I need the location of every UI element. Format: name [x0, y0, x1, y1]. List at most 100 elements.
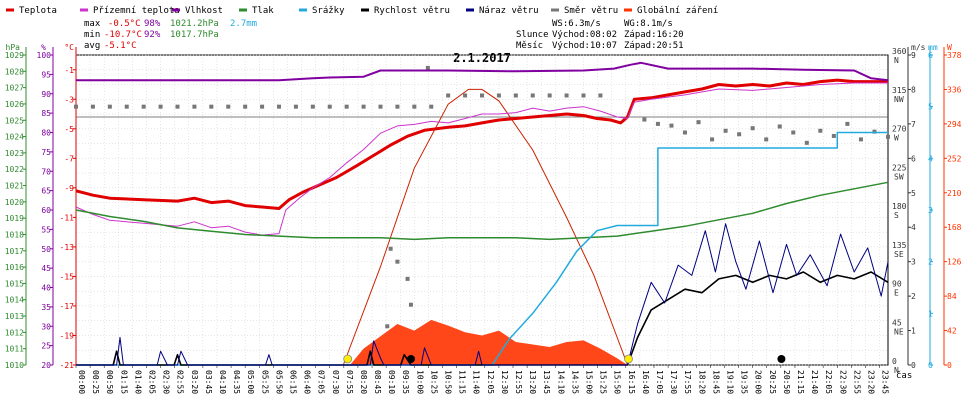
humidity-tick-label: 35	[41, 303, 51, 312]
x-tick-label: 07:05	[317, 370, 326, 394]
x-tick-label: 09:10	[387, 370, 396, 394]
direction-point	[872, 129, 877, 134]
x-tick-label: 13:45	[542, 370, 551, 394]
temperature-tick-label: -17	[60, 302, 75, 311]
pressure-tick-label: 1021	[5, 182, 24, 191]
direction-point	[831, 133, 836, 138]
radiation-tick-label: 84	[947, 292, 957, 301]
temperature-tick-label: -9	[64, 184, 74, 193]
x-tick-label: 11:40	[472, 370, 481, 394]
x-tick-label: 08:20	[359, 370, 368, 394]
legend-label: Směr větru	[564, 6, 618, 16]
direction-compass-label: E	[894, 289, 899, 298]
direction-point	[547, 93, 552, 98]
x-tick-label: 18:20	[697, 370, 706, 394]
legend-label: Teplota	[19, 6, 57, 16]
rain-tick-label: 1	[928, 309, 933, 318]
pressure-tick-label: 1018	[5, 230, 24, 239]
pressure-tick-label: 1027	[5, 84, 24, 93]
direction-point	[141, 104, 146, 109]
stat-ws: WS:6.3m/s	[552, 19, 601, 29]
radiation-curve	[342, 88, 628, 366]
x-tick-label: 05:00	[246, 370, 255, 394]
pressure-tick-label: 1025	[5, 116, 24, 125]
direction-point	[385, 324, 390, 329]
wind-tick-label: 1	[911, 327, 916, 336]
direction-point	[564, 93, 569, 98]
x-tick-label: 12:30	[500, 370, 509, 394]
x-tick-label: 04:10	[218, 370, 227, 394]
direction-point	[480, 93, 484, 98]
rain-unit-label: mm	[928, 43, 938, 52]
direction-point	[107, 104, 112, 109]
wind-tick-label: 4	[911, 223, 916, 232]
wind-tick-label: 6	[911, 154, 916, 163]
x-tick-label: 03:45	[204, 370, 213, 394]
x-tick-label: 14:10	[556, 370, 565, 394]
legend-label: Rychlost větru	[374, 6, 450, 16]
stat-min-temp: -10.7°C	[104, 30, 142, 40]
x-tick-label: 10:25	[429, 370, 438, 394]
direction-tick-label: 360	[892, 47, 907, 56]
series-line	[75, 78, 888, 210]
humidity-tick-label: 25	[41, 342, 51, 351]
direction-point	[310, 104, 315, 109]
x-tick-label: 01:15	[119, 370, 128, 394]
x-tick-label: 15:00	[585, 370, 594, 394]
x-tick-label: 00:00	[77, 370, 86, 394]
direction-point	[683, 130, 687, 135]
x-tick-label: 17:05	[655, 370, 664, 394]
sunset-marker	[624, 354, 633, 364]
pressure-tick-label: 1016	[5, 263, 24, 272]
legend-label: Náraz větru	[479, 6, 539, 16]
stat-moonrise: Východ:10:07	[552, 41, 617, 51]
direction-point	[395, 259, 400, 264]
pressure-tick-label: 1023	[5, 149, 24, 158]
x-tick-label: 05:50	[274, 370, 283, 394]
humidity-tick-label: 70	[41, 167, 51, 176]
temperature-tick-label: -1	[64, 66, 74, 75]
direction-point	[192, 104, 197, 109]
x-tick-label: 17:55	[683, 370, 692, 394]
direction-point	[124, 104, 129, 109]
direction-point	[408, 302, 413, 307]
plot-area	[74, 61, 890, 366]
pressure-tick-label: 1020	[5, 198, 24, 207]
wind-tick-label: 3	[911, 258, 916, 267]
x-tick-label: 12:55	[514, 370, 523, 394]
temperature-tick-label: -21	[60, 361, 75, 370]
x-tick-label: 19:10	[725, 370, 734, 394]
direction-point	[655, 121, 660, 126]
stat-sunset: Západ:16:20	[624, 30, 684, 40]
direction-point	[513, 93, 518, 98]
stat-min-hum: 92%	[144, 30, 161, 40]
direction-point	[388, 246, 393, 251]
stat-max-label: max	[84, 19, 101, 29]
x-tick-label: 16:15	[627, 370, 636, 394]
direction-point	[818, 128, 823, 133]
temperature-tick-label: -11	[60, 213, 75, 222]
stat-sunrise: Východ:08:02	[552, 30, 617, 40]
rain-tick-label: 3	[928, 206, 933, 215]
direction-tick-label: 45	[892, 318, 902, 327]
direction-point	[425, 65, 430, 70]
stats-block: max -0.5°C 98% 1021.2hPa 2.7mm min -10.7…	[84, 19, 684, 51]
direction-point	[845, 121, 850, 126]
direction-point	[598, 93, 603, 98]
x-tick-label: 06:15	[288, 370, 297, 394]
stat-max-press: 1021.2hPa	[170, 19, 219, 29]
humidity-tick-label: 45	[41, 264, 51, 273]
direction-point	[429, 104, 434, 109]
pressure-tick-label: 1024	[5, 133, 24, 142]
x-tick-label: 01:40	[133, 370, 142, 394]
stat-moonset: Západ:20:51	[624, 41, 684, 51]
humidity-tick-label: 80	[41, 129, 51, 138]
direction-tick-label: 90	[892, 280, 902, 289]
humidity-tick-label: 20	[41, 361, 51, 370]
x-tick-label: 05:25	[260, 370, 269, 394]
direction-point	[496, 93, 501, 98]
radiation-unit-label: W	[947, 43, 952, 52]
radiation-tick-label: 210	[947, 189, 962, 198]
direction-point	[327, 104, 332, 109]
stat-avg-temp: -5.1°C	[104, 41, 137, 51]
